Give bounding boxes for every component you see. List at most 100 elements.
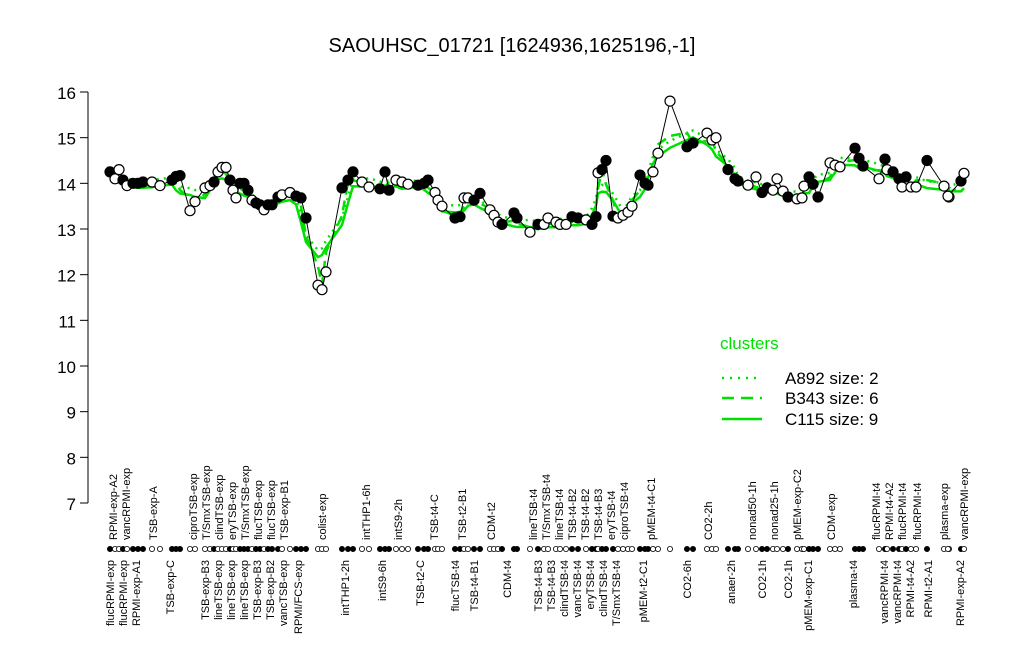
rug-mark [563, 546, 570, 553]
rug-mark [286, 546, 293, 553]
rug-mark [438, 546, 445, 553]
data-point [687, 137, 699, 149]
data-point [189, 196, 201, 208]
sample-rug [107, 546, 968, 553]
data-point [750, 171, 762, 183]
data-point [496, 218, 508, 230]
data-point [742, 179, 754, 191]
rug-mark [890, 546, 897, 553]
cluster-line-dashed [109, 131, 966, 285]
sample-label-bottom: vancRPMI-t4 [892, 560, 904, 624]
data-point [796, 192, 808, 204]
sample-label-top: eryTSB-t4 [606, 490, 618, 540]
data-point [807, 178, 819, 190]
rug-mark [575, 546, 582, 553]
sample-label-top: TSB-t4-B2 [580, 489, 592, 540]
rug-mark [725, 546, 732, 553]
sample-label-bottom: TSB-t4-B1 [469, 560, 481, 611]
y-tick-label: 9 [67, 404, 76, 423]
data-point [266, 199, 278, 211]
data-point [174, 170, 186, 182]
rug-mark [302, 546, 309, 553]
y-tick-label: 10 [57, 358, 76, 377]
rug-mark [961, 546, 968, 553]
rug-mark [645, 546, 652, 553]
rug-mark [759, 546, 766, 553]
rug-mark [735, 546, 742, 553]
sample-label-top: RPMI-exp-A2 [108, 474, 120, 540]
sample-label-top: flucTSB-exp [266, 480, 278, 540]
sample-label-bottom: TSB-exp-B2 [265, 560, 277, 620]
rug-mark [764, 546, 771, 553]
rug-mark [358, 546, 365, 553]
rug-mark [832, 546, 839, 553]
data-point [590, 211, 602, 223]
rug-mark [655, 546, 662, 553]
rug-mark [827, 546, 834, 553]
data-point [154, 180, 166, 192]
sample-label-top: nonad25-1h [769, 481, 781, 540]
sample-label-bottom: flucRPMI-exp [105, 560, 117, 626]
sample-label-top: vancRPMI-exp [959, 468, 971, 540]
sample-label-top: pMEM-exp-C2 [792, 469, 804, 540]
rug-mark [470, 546, 477, 553]
rug-mark [385, 546, 392, 553]
data-point [710, 132, 722, 144]
rug-mark [186, 546, 193, 553]
rug-mark [278, 546, 285, 553]
sample-label-top: RPMI-t4-A2 [884, 483, 896, 540]
data-point [374, 183, 386, 195]
sample-label-bottom: CDM-t4 [502, 560, 514, 598]
rug-mark [945, 546, 952, 553]
rug-mark [139, 546, 146, 553]
rug-mark [322, 546, 329, 553]
data-point [474, 187, 486, 199]
rug-mark [191, 546, 198, 553]
legend-title: clusters [720, 334, 779, 353]
sample-label-top: CDM-exp [826, 494, 838, 540]
data-point [958, 167, 970, 179]
data-point [511, 212, 523, 224]
data-point [938, 180, 950, 192]
rug-mark [603, 546, 610, 553]
legend-entry-a892: A892 size: 2 [785, 369, 879, 388]
rug-mark [148, 546, 155, 553]
data-point [316, 284, 328, 296]
sample-label-bottom: RPMI-t2-A1 [923, 560, 935, 617]
rug-mark [794, 546, 801, 553]
rug-mark [713, 546, 720, 553]
sample-label-bottom: TSB-exp-C [165, 560, 177, 614]
data-point [812, 191, 824, 203]
data-point [224, 174, 236, 186]
data-point [113, 164, 125, 176]
rug-mark [780, 546, 787, 553]
rug-mark [535, 546, 542, 553]
sample-label-bottom: eryTSB-t4 [585, 560, 597, 610]
sample-label-top: TSB-t4-B3 [593, 489, 605, 540]
data-point [379, 166, 391, 178]
rug-mark [134, 546, 141, 553]
rug-mark [498, 546, 505, 553]
sample-label-top: vancRPMI-exp [121, 468, 133, 540]
rug-mark [637, 546, 644, 553]
sample-label-top: flucRPMI-t4 [897, 483, 909, 540]
data-point [295, 192, 307, 204]
sample-label-top: T/SmxTSB-exp [201, 465, 213, 540]
sample-label-top: pMEM-t4-C1 [646, 478, 658, 540]
sample-label-bottom: clindTSB-t4 [559, 560, 571, 617]
y-tick-label: 15 [57, 130, 76, 149]
data-point [767, 184, 779, 196]
data-point [879, 153, 891, 165]
data-point [336, 182, 348, 194]
sample-label-bottom: CO2-6h [682, 560, 694, 599]
sample-label-top: TSB-t4-B2 [567, 489, 579, 540]
sample-label-top: nonad50-1h [747, 481, 759, 540]
sample-label-top: eryTSB-exp [227, 482, 239, 540]
data-point [363, 181, 375, 193]
rug-mark [913, 546, 920, 553]
sample-label-bottom: RPMI-exp-A1 [131, 560, 143, 626]
data-point [600, 154, 612, 167]
sample-label-top: CDM-t2 [486, 502, 498, 540]
rug-mark [924, 546, 931, 553]
sample-label-bottom: vancRPMI-t4 [879, 560, 891, 624]
